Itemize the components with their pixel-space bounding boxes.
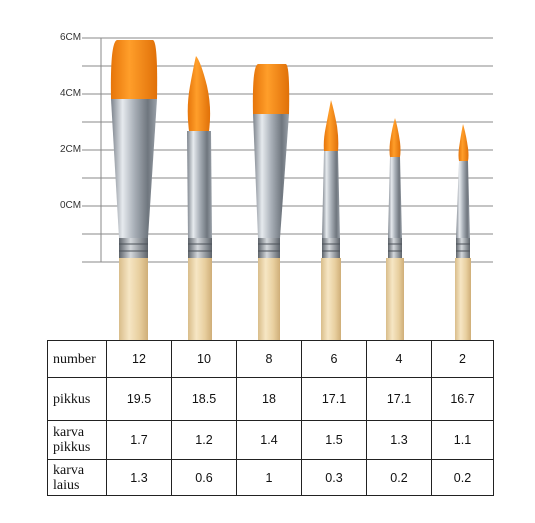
table-cell: 17.1 <box>366 377 432 421</box>
row-header-karva-pikkus: karva pikkus <box>47 420 107 460</box>
table-row-number: number 12 10 8 6 4 2 <box>47 340 494 378</box>
brush-6-ferrule <box>322 151 340 238</box>
scale-label-0cm: 0CM <box>60 200 82 211</box>
brush-12-crimp <box>119 238 148 258</box>
table-row-karva-laius: karva laius 1.3 0.6 1 0.3 0.2 0.2 <box>47 459 494 496</box>
brush-8-handle <box>258 258 280 344</box>
table-cell: 16.7 <box>431 377 494 421</box>
brush-6-bristles <box>323 100 339 151</box>
table-row-karva-pikkus: karva pikkus 1.7 1.2 1.4 1.5 1.3 1.1 <box>47 420 494 460</box>
scale-label-6cm: 6CM <box>60 32 82 43</box>
brush-4 <box>386 118 404 344</box>
brush-4-handle <box>386 258 404 344</box>
table-cell: 19.5 <box>106 377 172 421</box>
table-cell: 0.3 <box>301 459 367 496</box>
table-cell: 1.3 <box>106 459 172 496</box>
table-cell: 18.5 <box>171 377 237 421</box>
table-cell: 2 <box>431 340 494 378</box>
table-cell: 10 <box>171 340 237 378</box>
scale-label-4cm: 4CM <box>60 88 82 99</box>
table-cell: 0.2 <box>431 459 494 496</box>
brush-2-handle <box>455 258 471 344</box>
brush-2-crimp <box>456 238 470 258</box>
brush-12-handle <box>119 258 148 344</box>
brush-12 <box>110 40 158 344</box>
brush-12-bristles <box>110 40 158 99</box>
brush-6-crimp <box>322 238 340 258</box>
brush-12-ferrule <box>111 99 157 238</box>
brush-8-ferrule <box>253 114 289 238</box>
scale-label-2cm: 2CM <box>60 144 82 155</box>
row-header-pikkus: pikkus <box>47 377 107 421</box>
brush-10-bristles <box>187 56 211 131</box>
table-cell: 1.4 <box>236 420 302 460</box>
brush-10-handle <box>188 258 212 344</box>
brush-10-crimp <box>188 238 212 258</box>
table-cell: 1.1 <box>431 420 494 460</box>
table-cell: 18 <box>236 377 302 421</box>
table-cell: 1.7 <box>106 420 172 460</box>
brush-10 <box>187 56 212 344</box>
brush-2-ferrule <box>456 161 470 238</box>
brush-10-ferrule <box>187 131 212 238</box>
brush-8-bristles <box>252 64 290 114</box>
brush-6 <box>321 100 341 344</box>
brush-8 <box>252 64 290 344</box>
table-cell: 1.3 <box>366 420 432 460</box>
table-cell: 1 <box>236 459 302 496</box>
table-cell: 1.5 <box>301 420 367 460</box>
table-cell: 1.2 <box>171 420 237 460</box>
table-cell: 8 <box>236 340 302 378</box>
table-cell: 6 <box>301 340 367 378</box>
table-cell: 4 <box>366 340 432 378</box>
brush-4-bristles <box>389 118 401 157</box>
table-cell: 17.1 <box>301 377 367 421</box>
row-header-karva-laius: karva laius <box>47 459 107 496</box>
brush-6-handle <box>321 258 341 344</box>
brush-2 <box>455 124 471 344</box>
table-cell: 0.2 <box>366 459 432 496</box>
brush-spec-table: number 12 10 8 6 4 2 pikkus 19.5 18.5 18… <box>47 340 494 496</box>
brush-4-ferrule <box>388 157 402 238</box>
brush-4-crimp <box>388 238 402 258</box>
brush-2-bristles <box>458 124 469 161</box>
table-cell: 12 <box>106 340 172 378</box>
table-row-pikkus: pikkus 19.5 18.5 18 17.1 17.1 16.7 <box>47 377 494 421</box>
table-cell: 0.6 <box>171 459 237 496</box>
brush-8-crimp <box>258 238 280 258</box>
row-header-number: number <box>47 340 107 378</box>
